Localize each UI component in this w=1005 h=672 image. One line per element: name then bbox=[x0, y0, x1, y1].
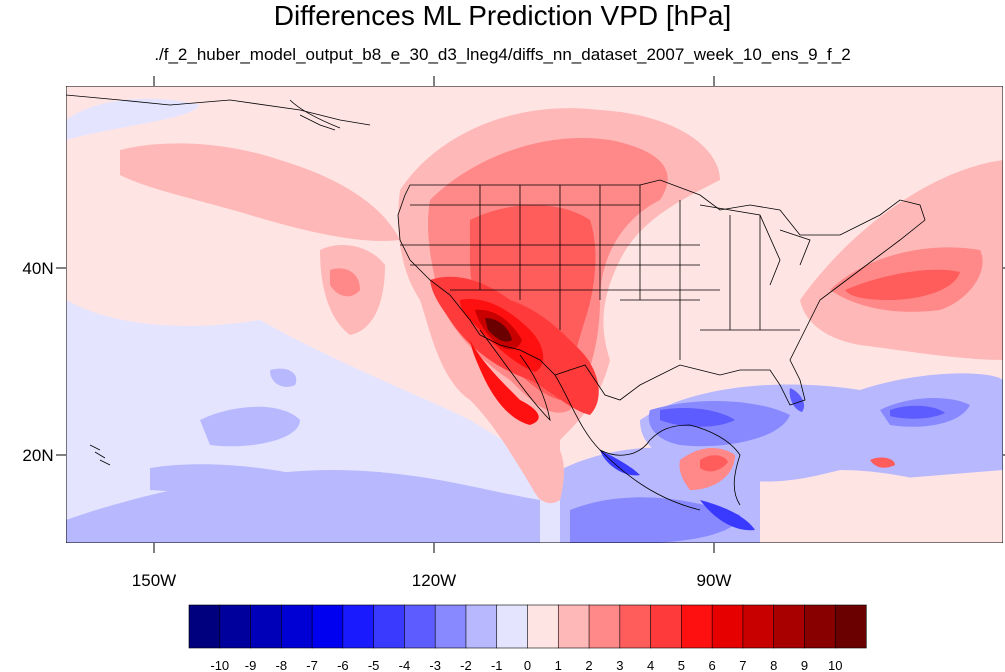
colorbar-tick-label: 7 bbox=[739, 658, 746, 672]
axis-ticks bbox=[56, 76, 1005, 553]
colorbar-tick-label: 4 bbox=[647, 658, 654, 672]
colorbar-swatch bbox=[619, 604, 652, 649]
colorbar-tick-label: -10 bbox=[210, 658, 229, 672]
colorbar-tick-label: 5 bbox=[678, 658, 685, 672]
colorbar-tick-label: 6 bbox=[709, 658, 716, 672]
colorbar-swatch bbox=[188, 604, 221, 649]
lon-label-90w: 90W bbox=[697, 571, 732, 590]
colorbar-tick-label: 2 bbox=[585, 658, 592, 672]
colorbar-swatch bbox=[711, 604, 744, 649]
colorbar-tick-label: -8 bbox=[276, 658, 288, 672]
lon-label-120w: 120W bbox=[412, 571, 456, 590]
colorbar-tick-label: -1 bbox=[491, 658, 503, 672]
colorbar-swatch bbox=[527, 604, 559, 649]
lat-label-40n: 40N bbox=[22, 259, 53, 278]
colorbar-swatch bbox=[834, 604, 867, 649]
colorbar-swatch bbox=[373, 604, 406, 649]
colorbar-tick-label: 0 bbox=[524, 658, 531, 672]
axis-labels: 40N 20N 150W 120W 90W bbox=[22, 259, 731, 590]
colorbar-tick-label: -3 bbox=[429, 658, 441, 672]
map-title: Differences ML Prediction VPD [hPa] bbox=[273, 0, 732, 31]
colorbar-swatch bbox=[281, 604, 313, 649]
colorbar-swatch bbox=[773, 604, 806, 649]
colorbar-swatch bbox=[496, 604, 529, 649]
map-subtitle: ./f_2_huber_model_output_b8_e_30_d3_lneg… bbox=[154, 45, 851, 64]
map-boundaries bbox=[66, 94, 926, 511]
colorbar-swatch bbox=[465, 604, 498, 649]
colorbar-swatch bbox=[311, 604, 344, 649]
positive-field bbox=[120, 108, 1003, 504]
map-plot-area bbox=[66, 86, 1003, 543]
colorbar-swatch bbox=[342, 604, 375, 649]
colorbar-tick-label: 3 bbox=[616, 658, 623, 672]
colorbar-swatch bbox=[650, 604, 682, 649]
colorbar-tick-label: 8 bbox=[770, 658, 777, 672]
colorbar-tick-label: -2 bbox=[460, 658, 472, 672]
colorbar-swatch bbox=[588, 604, 621, 649]
colorbar-swatch bbox=[804, 604, 836, 649]
colorbar-swatch bbox=[681, 604, 713, 649]
colorbar-swatch bbox=[557, 604, 590, 649]
lon-label-150w: 150W bbox=[132, 571, 176, 590]
colorbar-tick-label: -4 bbox=[399, 658, 411, 672]
lat-label-20n: 20N bbox=[22, 446, 53, 465]
colorbar-tick-label: 9 bbox=[801, 658, 808, 672]
colorbar-swatch bbox=[404, 604, 436, 649]
colorbar-swatch bbox=[250, 604, 282, 649]
colorbar-tick-label: -7 bbox=[306, 658, 318, 672]
colorbar: -10 -9 -8 -7 -6 -5 -4 -3 -2 -1 0 1 2 3 4 5 6 7 8 9 10 bbox=[188, 604, 867, 672]
colorbar-swatch bbox=[434, 604, 467, 649]
colorbar-tick-label: -6 bbox=[337, 658, 349, 672]
colorbar-swatch bbox=[219, 604, 252, 649]
colorbar-tick-label: -5 bbox=[368, 658, 380, 672]
colorbar-tick-label: 10 bbox=[828, 658, 842, 672]
colorbar-tick-label: 1 bbox=[555, 658, 562, 672]
colorbar-tick-label: -9 bbox=[245, 658, 257, 672]
colorbar-swatch bbox=[742, 604, 775, 649]
